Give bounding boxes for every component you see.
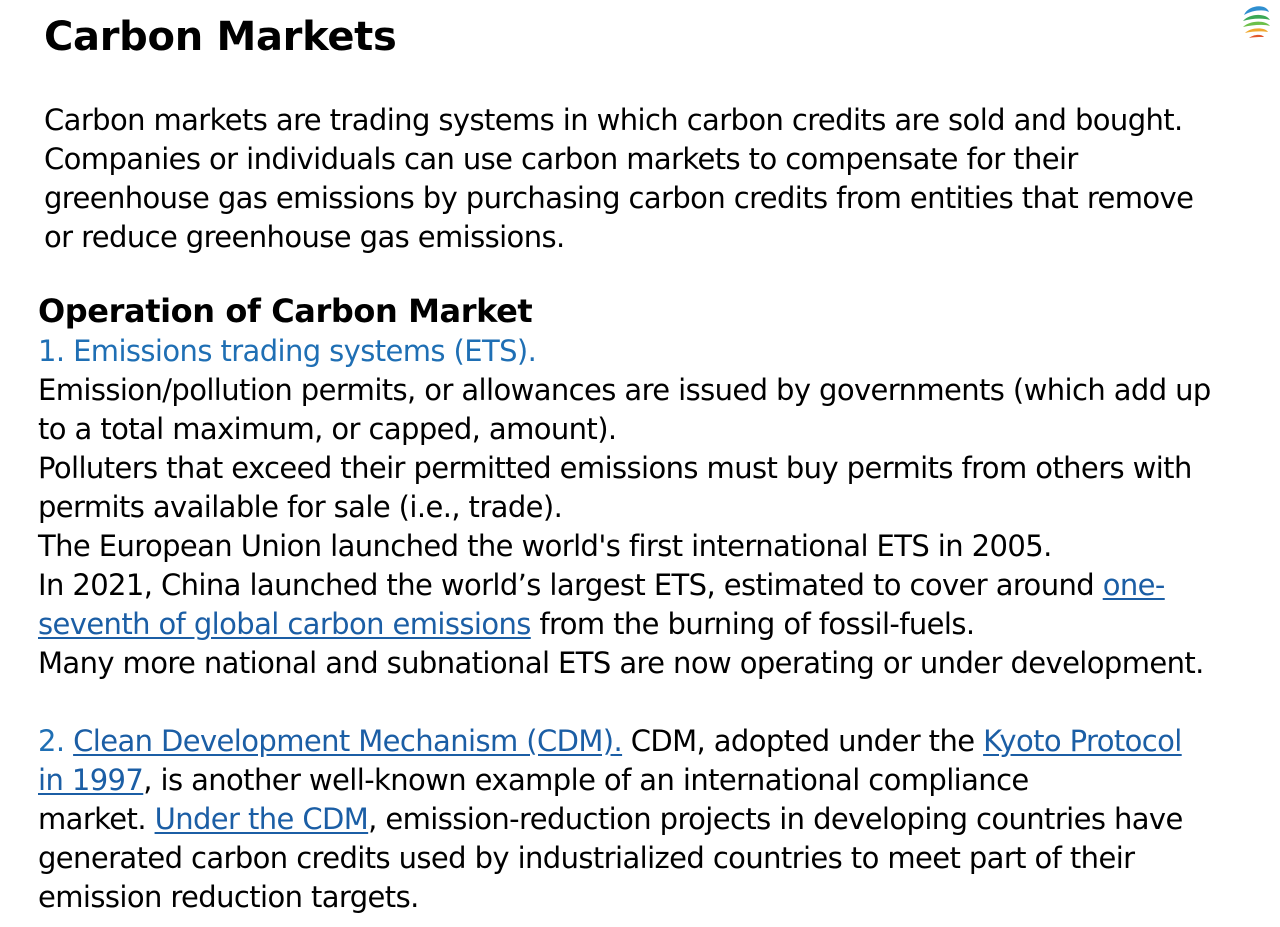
intro-line: or reduce greenhouse gas emissions. [44, 220, 565, 254]
intro-line: Carbon markets are trading systems in wh… [44, 103, 1183, 137]
cdm-text: market. [38, 802, 155, 836]
cdm-line: market. Under the CDM, emission-reductio… [38, 800, 1268, 839]
ets-line: permits available for sale (i.e., trade)… [38, 490, 563, 524]
intro-line: greenhouse gas emissions by purchasing c… [44, 181, 1194, 215]
ets-line: In 2021, China launched the world’s larg… [38, 566, 1268, 605]
cdm-link-dot[interactable]: . [613, 724, 623, 758]
ets-text: from the burning of fossil-fuels. [530, 607, 975, 641]
global-emissions-link[interactable]: one- [1102, 568, 1166, 602]
cdm-line: 2. Clean Development Mechanism (CDM). CD… [38, 722, 1268, 761]
ets-heading: 1. Emissions trading systems (ETS). [38, 334, 537, 368]
kyoto-protocol-link[interactable]: Kyoto Protocol [983, 724, 1182, 758]
page-title: Carbon Markets [44, 14, 397, 60]
swirl-globe-icon [1243, 6, 1270, 38]
kyoto-protocol-link-cont[interactable]: in 1997 [38, 763, 144, 797]
cdm-text: , emission-reduction projects in develop… [368, 802, 1183, 836]
ets-line: Polluters that exceed their permitted em… [38, 451, 1192, 485]
ets-text: In 2021, China launched the world’s larg… [38, 568, 1103, 602]
ets-line: Many more national and subnational ETS a… [38, 646, 1204, 680]
intro-paragraph: Carbon markets are trading systems in wh… [44, 101, 1254, 257]
ets-line: seventh of global carbon emissions from … [38, 605, 1268, 644]
ets-line: The European Union launched the world's … [38, 529, 1052, 563]
operation-section: Operation of Carbon Market 1. Emissions … [38, 291, 1268, 917]
intro-line: Companies or individuals can use carbon … [44, 142, 1078, 176]
cdm-line: generated carbon credits used by industr… [38, 841, 1135, 875]
cdm-line: in 1997, is another well-known example o… [38, 761, 1268, 800]
section-heading: Operation of Carbon Market [38, 292, 533, 330]
cdm-number: 2. [38, 724, 74, 758]
cdm-line: emission reduction targets. [38, 880, 419, 914]
ets-line: Emission/pollution permits, or allowance… [38, 373, 1211, 407]
cdm-text: CDM, adopted under the [622, 724, 984, 758]
spacer [38, 683, 1268, 722]
cdm-link[interactable]: Clean Development Mechanism (CDM) [73, 724, 614, 758]
under-the-cdm-link[interactable]: Under the CDM [154, 802, 369, 836]
cdm-text: , is another well-known example of an in… [143, 763, 1029, 797]
global-emissions-link-cont[interactable]: seventh of global carbon emissions [38, 607, 531, 641]
ets-line: to a total maximum, or capped, amount). [38, 412, 617, 446]
